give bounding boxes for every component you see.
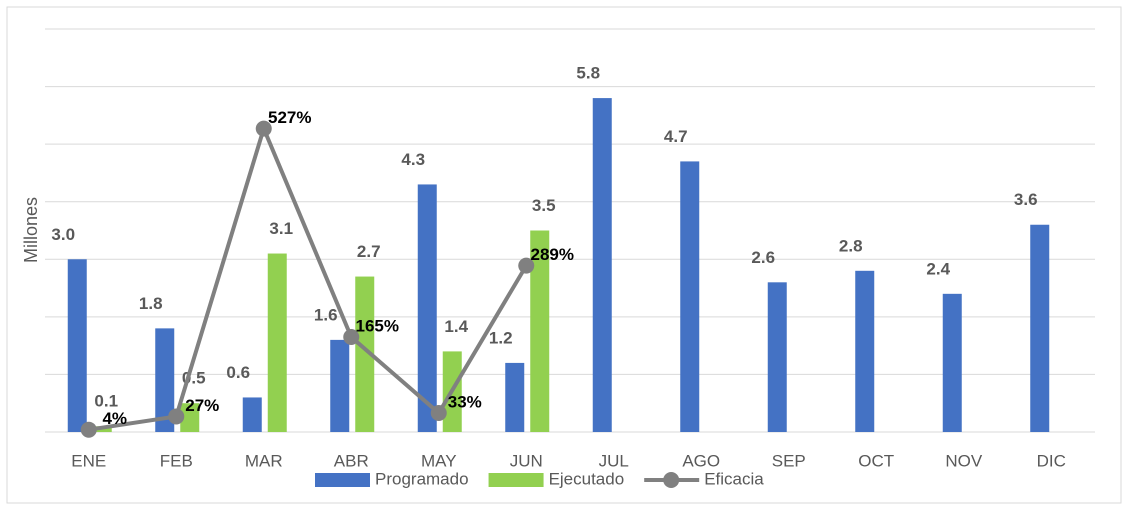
bar [505, 362, 525, 432]
x-tick-label: ABR [334, 451, 369, 470]
data-label: 2.4 [926, 259, 950, 278]
x-tick-label: MAY [421, 451, 457, 470]
data-label: 3.5 [532, 196, 556, 215]
bar [67, 259, 87, 432]
legend-label: Programado [375, 469, 469, 488]
legend-label: Eficacia [704, 469, 764, 488]
line-marker [255, 120, 272, 137]
data-label: 1.2 [489, 328, 513, 347]
legend-swatch [488, 473, 544, 487]
legend-swatch [315, 473, 370, 487]
x-tick-label: JUN [510, 451, 543, 470]
data-label: 1.6 [314, 305, 338, 324]
data-label: 27% [185, 396, 219, 415]
x-tick-label: NOV [945, 451, 983, 470]
bar [155, 328, 175, 432]
line-marker [430, 405, 447, 422]
bar [942, 293, 962, 432]
data-label: 2.8 [839, 236, 863, 255]
data-label: 3.0 [51, 225, 75, 244]
data-label: 33% [448, 392, 482, 411]
x-tick-label: DIC [1037, 451, 1066, 470]
x-tick-label: MAR [245, 451, 283, 470]
bar [267, 253, 287, 432]
data-label: 3.1 [269, 219, 293, 238]
x-tick-label: FEB [160, 451, 193, 470]
bar [417, 184, 437, 432]
line-marker [518, 257, 535, 274]
x-tick-label: ENE [71, 451, 106, 470]
bar [1030, 224, 1050, 432]
legend-swatch-marker [663, 472, 680, 488]
line [88, 122, 528, 432]
legend-label: Ejecutado [549, 469, 625, 488]
data-label: 4% [102, 409, 127, 428]
data-label: 0.6 [226, 363, 250, 382]
line-marker [80, 421, 97, 438]
bar [180, 403, 200, 432]
data-label: 2.6 [751, 248, 775, 267]
data-label: 4.3 [401, 150, 425, 169]
y-axis-label: Millones [21, 197, 41, 263]
bar [330, 339, 350, 432]
bar [592, 98, 612, 432]
line-marker [168, 408, 185, 425]
data-label: 1.4 [444, 317, 468, 336]
bar [767, 282, 787, 432]
x-tick-label: SEP [772, 451, 806, 470]
bar [530, 230, 550, 432]
x-tick-label: OCT [858, 451, 894, 470]
bar [355, 276, 375, 432]
x-tick-label: AGO [682, 451, 720, 470]
data-label: 5.8 [576, 64, 600, 83]
bar [855, 270, 875, 432]
data-label: 527% [268, 108, 311, 127]
data-label: 289% [531, 245, 574, 264]
bar [242, 397, 262, 432]
data-label: 0.1 [94, 392, 118, 411]
data-label: 3.6 [1014, 190, 1038, 209]
x-tick-label: JUL [599, 451, 629, 470]
bar [680, 161, 700, 432]
data-label: 2.7 [357, 242, 381, 261]
line-marker [343, 329, 360, 346]
data-label: 4.7 [664, 127, 688, 146]
data-label: 165% [356, 316, 399, 335]
data-label: 1.8 [139, 294, 163, 313]
